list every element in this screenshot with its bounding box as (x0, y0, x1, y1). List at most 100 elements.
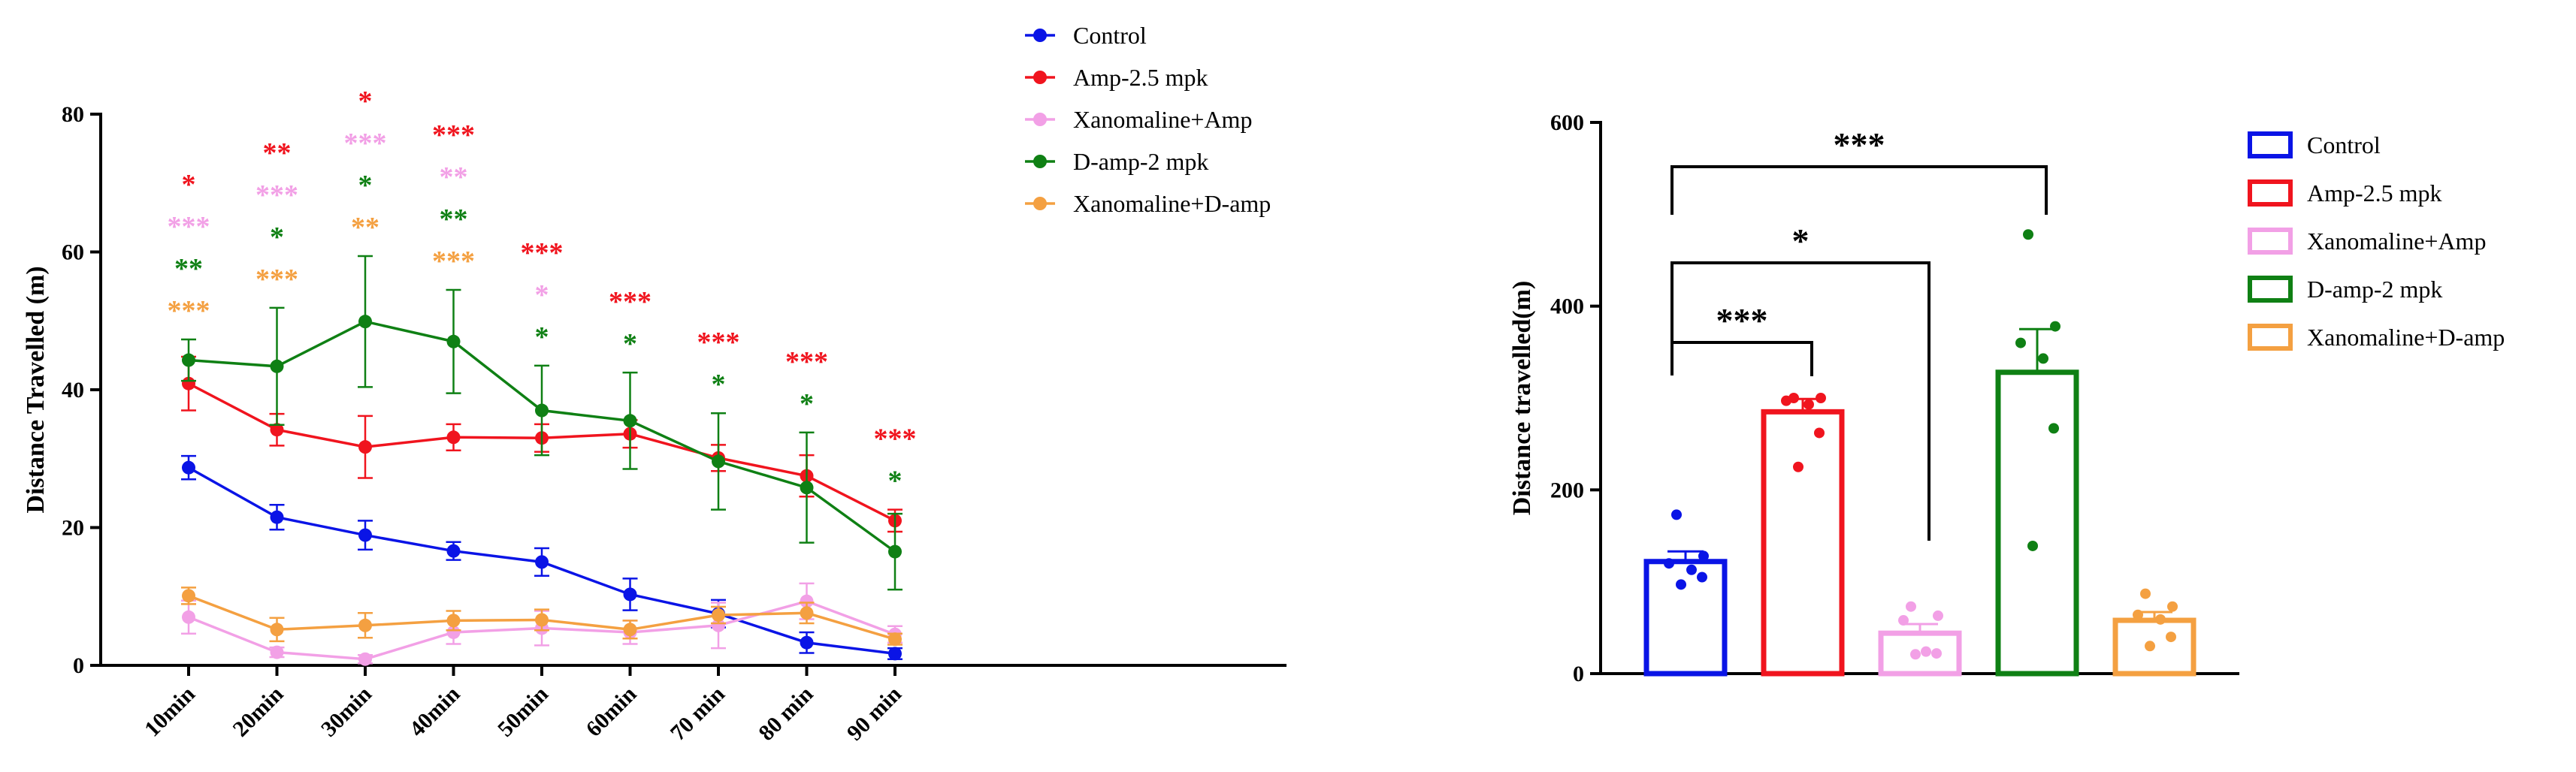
legend-label: Control (2307, 131, 2381, 158)
data-point (712, 454, 725, 469)
data-point (446, 625, 461, 639)
data-point (623, 587, 637, 602)
significance-mark: *** (521, 237, 564, 269)
individual-point (2133, 609, 2143, 620)
data-point (270, 423, 284, 437)
data-point (182, 610, 195, 624)
bar (1761, 409, 1845, 677)
y-axis-title: Distance travelled(m) (1508, 281, 1536, 516)
data-point (888, 632, 902, 647)
individual-point (2166, 632, 2176, 643)
legend-item-d-amp-2-mpk: D-amp-2 mpk (2248, 276, 2442, 303)
line-chart: 0 20 40 60 80 10min 20min 30min 40min 50min 60min 7… (22, 22, 1286, 746)
individual-point (1816, 393, 1826, 403)
legend-marker (1033, 29, 1047, 42)
legend-swatch (2248, 179, 2293, 207)
comparison-bracket: * (1670, 222, 1930, 541)
y-tick-label: 80 (62, 102, 84, 127)
data-point (358, 528, 372, 542)
significance-mark: *** (255, 179, 298, 211)
bar-legend: Control Amp-2.5 mpk Xanomaline+Amp D-amp-2 … (2248, 131, 2505, 351)
data-point (446, 544, 461, 558)
significance-mark: *** (432, 119, 475, 151)
significance-mark: *** (697, 327, 740, 358)
individual-point (1804, 399, 1814, 410)
data-point (800, 481, 814, 495)
significance-20min: ********* (255, 137, 298, 295)
individual-point (1933, 610, 1943, 621)
x-tick-label: 40min (405, 681, 465, 741)
individual-point (2048, 423, 2059, 434)
x-tick-label: 30min (316, 681, 376, 741)
significance-mark: *** (874, 424, 917, 455)
data-point (623, 623, 637, 637)
data-point (358, 618, 372, 632)
data-point (358, 440, 372, 454)
legend-item-xanomaline-d-amp: Xanomaline+D-amp (2248, 324, 2505, 351)
data-point (270, 645, 284, 659)
legend-label: Amp-2.5 mpk (1073, 64, 1208, 91)
bracket-line (1670, 165, 2048, 215)
y-tick-label: 60 (62, 240, 84, 265)
individual-point (1921, 646, 1931, 657)
bracket-significance: * (1792, 222, 1810, 260)
x-tick-label: 10min (140, 681, 200, 741)
bar-xanomaline-amp (1878, 601, 1962, 677)
significance-mark: *** (785, 346, 828, 378)
legend-label: Xanomaline+D-amp (1073, 190, 1271, 217)
comparison-bracket: *** (1670, 125, 2048, 215)
individual-point (2145, 641, 2155, 652)
significance-mark: * (623, 328, 637, 360)
legend-label: Amp-2.5 mpk (2307, 179, 2442, 207)
individual-point (2050, 321, 2060, 332)
legend-marker (1033, 71, 1047, 84)
y-tick-label: 40 (62, 378, 84, 403)
individual-point (1814, 427, 1825, 439)
legend-item-amp-2-5-mpk: Amp-2.5 mpk (1025, 64, 1208, 91)
bar-d-amp-2-mpk (1995, 229, 2079, 677)
data-point (800, 594, 814, 608)
individual-point (1793, 461, 1804, 472)
legend-swatch (2248, 324, 2293, 351)
significance-mark: *** (168, 295, 210, 327)
legend-item-xanomaline-d-amp: Xanomaline+D-amp (1025, 190, 1271, 217)
series-xanomaline-d-amp (181, 587, 903, 647)
y-tick-label: 20 (62, 516, 84, 541)
legend-swatch (2248, 131, 2293, 158)
bar (1995, 369, 2079, 677)
data-point (888, 647, 902, 661)
individual-point (1931, 648, 1942, 659)
y-tick-label: 400 (1550, 294, 1584, 319)
data-point (182, 589, 195, 603)
data-point (446, 334, 461, 348)
significance-mark: ** (174, 253, 203, 285)
data-point (712, 618, 725, 632)
series-control (181, 454, 903, 661)
individual-point (1781, 395, 1791, 406)
y-tick-label: 200 (1550, 478, 1584, 502)
y-tick-label: 600 (1550, 110, 1584, 135)
data-point (888, 544, 902, 559)
significance-mark: * (358, 170, 373, 201)
bracket-line (1670, 261, 1930, 541)
data-point (270, 359, 284, 373)
bar (1643, 559, 1728, 677)
individual-point (1671, 509, 1682, 520)
data-point (270, 623, 284, 637)
legend-item-d-amp-2-mpk: D-amp-2 mpk (1025, 148, 1208, 175)
data-point (270, 510, 284, 524)
x-tick-label: 70 min (666, 681, 730, 745)
data-point (358, 652, 372, 666)
x-tick-label: 90 min (842, 681, 906, 745)
significance-mark: ** (440, 204, 468, 235)
individual-point (2015, 337, 2026, 348)
x-tick-label: 20min (228, 681, 289, 741)
legend-item-control: Control (1025, 22, 1147, 49)
data-point (800, 635, 814, 650)
individual-point (1698, 550, 1709, 562)
legend-label: D-amp-2 mpk (1073, 148, 1208, 175)
significance-30min: ******* (344, 86, 387, 243)
individual-point (1676, 579, 1686, 590)
